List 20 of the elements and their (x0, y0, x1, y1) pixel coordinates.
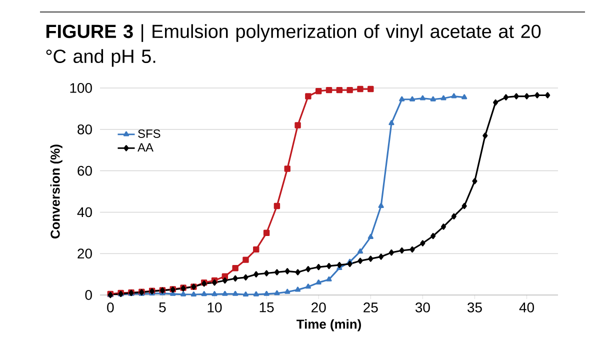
x-tick-label: 30 (415, 302, 430, 312)
y-tick-label: 60 (78, 166, 92, 176)
x-tick-label: 5 (159, 302, 166, 312)
y-tick-label: 80 (78, 124, 92, 134)
x-tick-label: 25 (364, 302, 378, 312)
x-tick-label: 20 (312, 302, 326, 312)
x-tick-label: 10 (208, 302, 222, 312)
x-tick-label: 0 (107, 302, 114, 312)
x-tick-label: 40 (519, 302, 534, 312)
legend-label: SFS (138, 129, 160, 138)
y-tick-label: 0 (85, 290, 92, 300)
x-axis-title: Time (min) (296, 319, 361, 332)
legend-label: AA (138, 143, 154, 152)
x-tick-label: 15 (260, 302, 274, 312)
chart-title: FIGURE 3 | Emulsion polymerization of vinyl acetate at 20 °C and pH 5. (46, 24, 541, 67)
y-axis-title: Conversion (%) (50, 144, 62, 238)
y-tick-label: 100 (70, 83, 92, 93)
x-tick-label: 35 (468, 302, 482, 312)
y-tick-label: 40 (77, 207, 92, 218)
y-tick-label: 20 (78, 248, 92, 259)
